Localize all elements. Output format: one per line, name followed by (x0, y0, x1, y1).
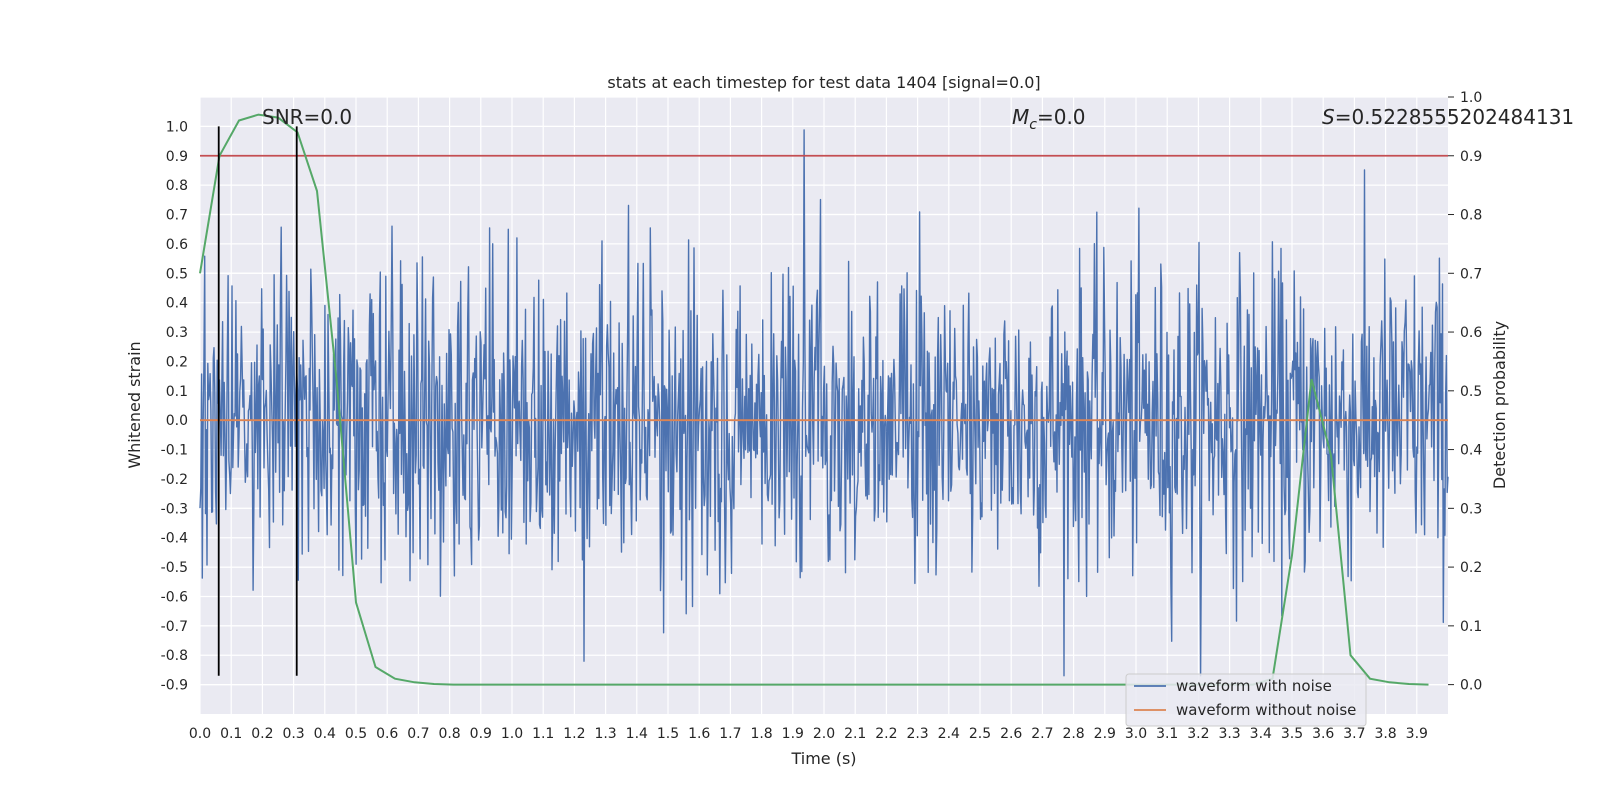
y-tick-label: -0.7 (161, 619, 188, 635)
y-tick-label: -0.8 (161, 648, 188, 664)
x-tick-label: 1.6 (688, 726, 710, 742)
x-tick-label: 0.1 (220, 726, 242, 742)
x-tick-label: 3.2 (1187, 726, 1209, 742)
series-detection-probability (199, 113, 1429, 686)
legend-label-clean: waveform without noise (1176, 701, 1356, 719)
x-tick-label: 3.7 (1343, 726, 1365, 742)
x-tick-label: 2.5 (969, 726, 991, 742)
y2-tick-label: 0.7 (1460, 266, 1482, 282)
x-tick-label: 1.9 (782, 726, 804, 742)
y2-tick-label: 0.9 (1460, 149, 1482, 165)
mc-value: =0.0 (1037, 105, 1086, 129)
x-tick-label: 1.7 (719, 726, 741, 742)
x-tick-label: 2.9 (1094, 726, 1116, 742)
y2-tick-label: 0.4 (1460, 443, 1482, 459)
x-tick-label: 1.3 (594, 726, 616, 742)
y-tick-label: 0.0 (166, 413, 188, 429)
chart-title: stats at each timestep for test data 140… (607, 73, 1040, 92)
y-tick-label: -0.9 (161, 678, 188, 694)
x-tick-label: 1.2 (563, 726, 585, 742)
s-annotation: S=0.5228555202484131 (1322, 105, 1574, 129)
x-tick-label: 1.5 (657, 726, 679, 742)
y-tick-label: 1.0 (166, 119, 188, 135)
mc-symbol: M (1012, 105, 1029, 129)
y-tick-label: -0.4 (161, 531, 188, 547)
y-tick-label: 0.6 (166, 237, 188, 253)
s-symbol: S (1322, 105, 1335, 129)
x-tick-label: 0.6 (376, 726, 398, 742)
legend: waveform with noise waveform without noi… (1125, 673, 1367, 727)
x-tick-label: 2.6 (1000, 726, 1022, 742)
y2-axis-label: Detection probability (1490, 321, 1509, 489)
y-tick-label: -0.3 (161, 501, 188, 517)
y2-tick-labels: 0.0 0.1 0.2 0.3 0.4 0.5 0.6 0.7 0.8 0.9 1.0 (1448, 90, 1482, 694)
y-tick-label: 0.9 (166, 149, 188, 165)
x-tick-label: 3.4 (1250, 726, 1272, 742)
series-waveform-with-noise (199, 129, 1449, 677)
x-tick-label: 2.3 (906, 726, 928, 742)
x-tick-label: 3.5 (1281, 726, 1303, 742)
y2-tick-label: 0.1 (1460, 619, 1482, 635)
y2-tick-label: 0.8 (1460, 208, 1482, 224)
y-axis-label: Whitened strain (125, 341, 144, 468)
x-axis-label: Time (s) (790, 749, 856, 768)
x-tick-label: 0.0 (189, 726, 211, 742)
x-tick-label: 2.7 (1031, 726, 1053, 742)
y-tick-labels: -0.9 -0.8 -0.7 -0.6 -0.5 -0.4 -0.3 -0.2 -0.1 0.0 0… (161, 119, 188, 693)
y-tick-label: 0.3 (166, 325, 188, 341)
x-tick-label: 1.0 (501, 726, 523, 742)
x-tick-label: 1.1 (532, 726, 554, 742)
x-tick-label: 0.2 (251, 726, 273, 742)
x-tick-label: 1.8 (750, 726, 772, 742)
x-tick-labels: 0.0 0.1 0.2 0.3 0.4 0.5 0.6 0.7 0.8 0.9 1.0 1.1 1.2 1… (189, 726, 1428, 742)
x-tick-label: 3.0 (1125, 726, 1147, 742)
y2-tick-label: 0.2 (1460, 560, 1482, 576)
x-tick-label: 2.2 (875, 726, 897, 742)
y-tick-label: 0.4 (166, 296, 188, 312)
x-tick-label: 0.3 (282, 726, 304, 742)
s-value: =0.5228555202484131 (1335, 105, 1574, 129)
x-tick-label: 3.8 (1374, 726, 1396, 742)
mc-subscript: c (1029, 117, 1037, 133)
x-tick-label: 3.9 (1406, 726, 1428, 742)
y-tick-label: 0.2 (166, 354, 188, 370)
y2-tick-label: 0.6 (1460, 325, 1482, 341)
y2-tick-label: 0.5 (1460, 384, 1482, 400)
y2-tick-label: 0.0 (1460, 678, 1482, 694)
x-tick-label: 1.4 (626, 726, 648, 742)
y-tick-label: 0.8 (166, 178, 188, 194)
y2-tick-label: 1.0 (1460, 90, 1482, 106)
x-tick-label: 2.0 (813, 726, 835, 742)
mc-annotation: Mc=0.0 (1012, 105, 1086, 133)
y-tick-label: 0.5 (166, 266, 188, 282)
x-tick-label: 3.3 (1218, 726, 1240, 742)
legend-label-noise: waveform with noise (1176, 677, 1332, 695)
y2-tick-label: 0.3 (1460, 501, 1482, 517)
y-tick-label: 0.1 (166, 384, 188, 400)
y-tick-label: 0.7 (166, 208, 188, 224)
x-tick-label: 0.4 (314, 726, 336, 742)
x-tick-label: 2.4 (938, 726, 960, 742)
x-tick-label: 3.1 (1156, 726, 1178, 742)
legend-box (1125, 673, 1367, 727)
x-tick-label: 0.7 (407, 726, 429, 742)
y-tick-label: -0.6 (161, 589, 188, 605)
x-tick-label: 0.5 (345, 726, 367, 742)
x-tick-label: 0.8 (438, 726, 460, 742)
y-tick-label: -0.1 (161, 443, 188, 459)
x-tick-label: 2.1 (844, 726, 866, 742)
y-tick-label: -0.5 (161, 560, 188, 576)
y-tick-label: -0.2 (161, 472, 188, 488)
x-tick-label: 2.8 (1062, 726, 1084, 742)
snr-annotation: SNR=0.0 (262, 105, 352, 129)
x-tick-label: 0.9 (470, 726, 492, 742)
x-tick-label: 3.6 (1312, 726, 1334, 742)
